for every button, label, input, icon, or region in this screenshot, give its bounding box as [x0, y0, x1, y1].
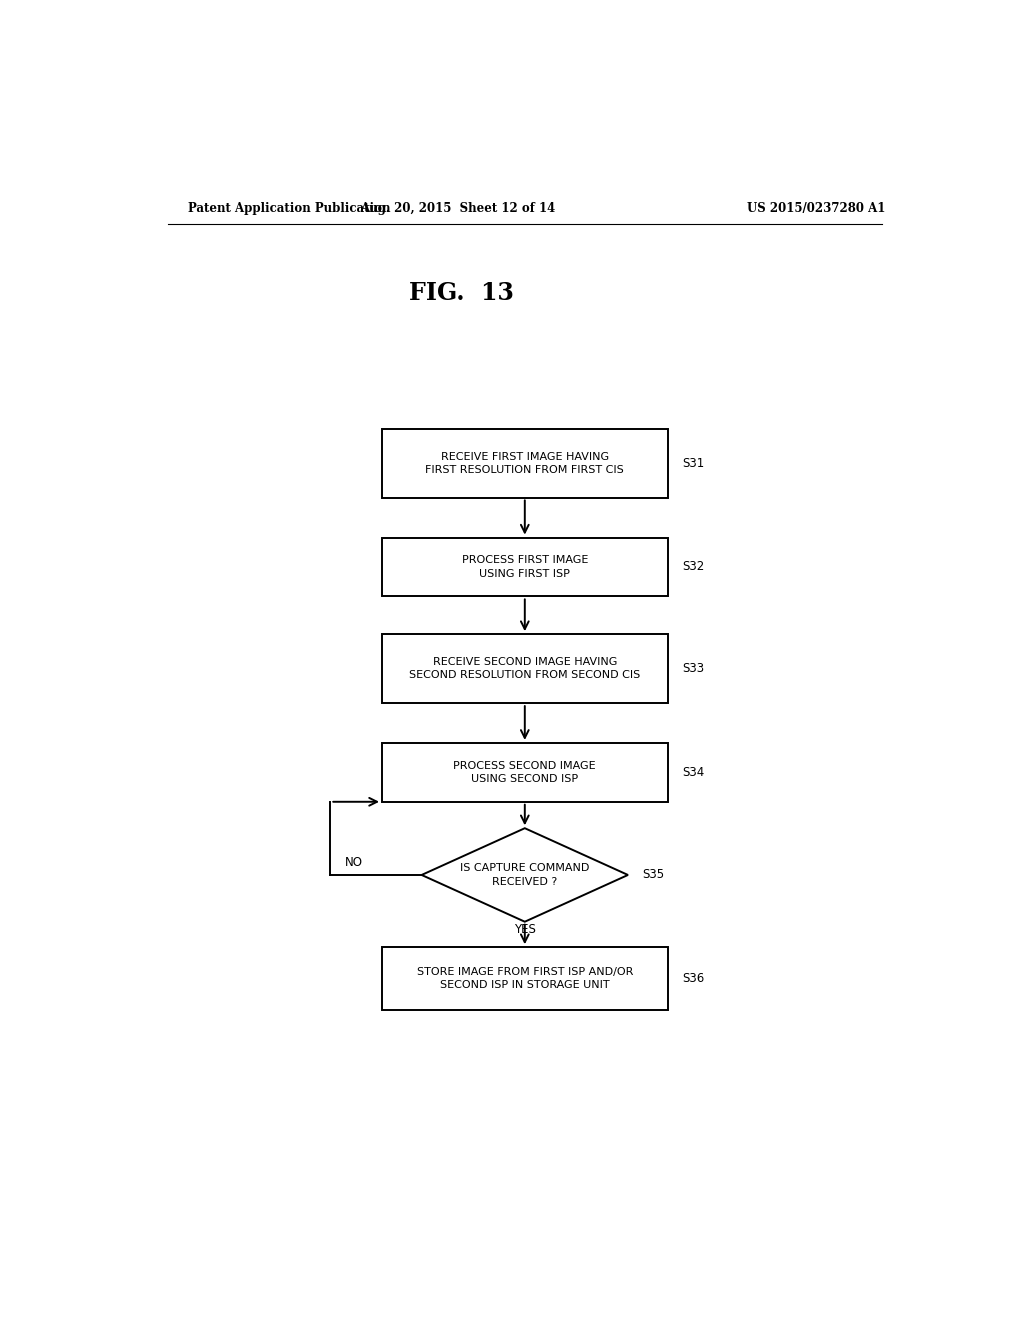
Text: RECEIVE FIRST IMAGE HAVING
FIRST RESOLUTION FROM FIRST CIS: RECEIVE FIRST IMAGE HAVING FIRST RESOLUT… — [425, 451, 625, 475]
Text: PROCESS SECOND IMAGE
USING SECOND ISP: PROCESS SECOND IMAGE USING SECOND ISP — [454, 760, 596, 784]
Text: S34: S34 — [682, 766, 705, 779]
FancyBboxPatch shape — [382, 743, 668, 801]
Text: PROCESS FIRST IMAGE
USING FIRST ISP: PROCESS FIRST IMAGE USING FIRST ISP — [462, 556, 588, 578]
FancyBboxPatch shape — [382, 948, 668, 1010]
FancyBboxPatch shape — [382, 634, 668, 704]
Text: STORE IMAGE FROM FIRST ISP AND/OR
SECOND ISP IN STORAGE UNIT: STORE IMAGE FROM FIRST ISP AND/OR SECOND… — [417, 968, 633, 990]
Text: FIG.  13: FIG. 13 — [409, 281, 514, 305]
Polygon shape — [422, 828, 628, 921]
FancyBboxPatch shape — [382, 537, 668, 597]
Text: YES: YES — [514, 924, 536, 936]
Text: US 2015/0237280 A1: US 2015/0237280 A1 — [748, 202, 886, 215]
Text: RECEIVE SECOND IMAGE HAVING
SECOND RESOLUTION FROM SECOND CIS: RECEIVE SECOND IMAGE HAVING SECOND RESOL… — [410, 657, 640, 680]
Text: Patent Application Publication: Patent Application Publication — [187, 202, 390, 215]
Text: S32: S32 — [682, 561, 705, 573]
Text: NO: NO — [345, 857, 364, 870]
FancyBboxPatch shape — [382, 429, 668, 498]
Text: Aug. 20, 2015  Sheet 12 of 14: Aug. 20, 2015 Sheet 12 of 14 — [359, 202, 555, 215]
Text: S35: S35 — [642, 869, 665, 882]
Text: S33: S33 — [682, 663, 705, 675]
Text: S36: S36 — [682, 972, 705, 985]
Text: S31: S31 — [682, 457, 705, 470]
Text: IS CAPTURE COMMAND
RECEIVED ?: IS CAPTURE COMMAND RECEIVED ? — [460, 863, 590, 887]
